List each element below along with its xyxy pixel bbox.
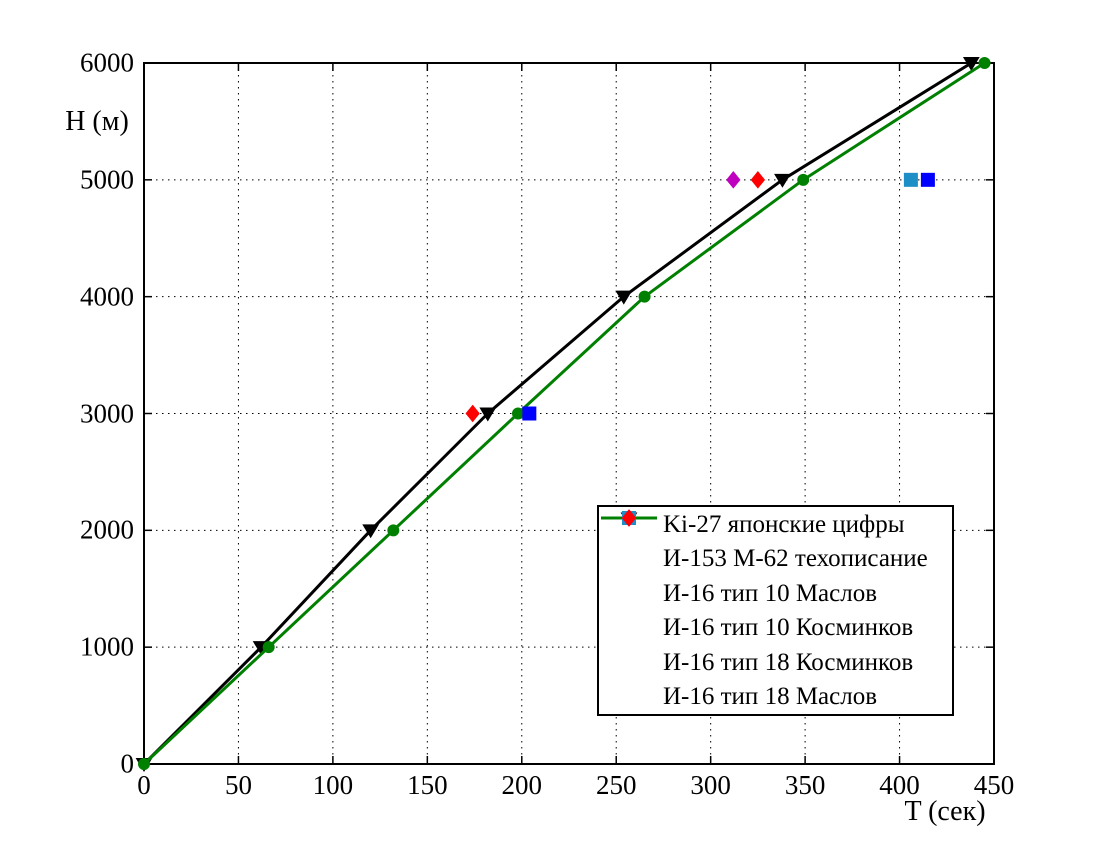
y-tick-label-2000: 2000 [80, 514, 134, 545]
series-1-marker-3 [512, 407, 524, 420]
series-2-marker-0 [522, 406, 537, 421]
y-tick-label-0: 0 [120, 748, 135, 779]
x-tick-label-400: 400 [879, 770, 920, 800]
legend-label-2: И-16 тип 10 Маслов [663, 579, 878, 607]
legend-circle-icon [599, 512, 663, 570]
legend-entry-3: И-16 тип 10 Косминков [599, 511, 952, 645]
series-3-marker-0 [903, 172, 918, 187]
x-tick-label-50: 50 [224, 770, 252, 800]
series-5-marker-0 [465, 404, 480, 423]
x-tick-label-350: 350 [784, 770, 826, 800]
legend-entry-2: И-16 тип 10 Маслов [599, 511, 952, 610]
legend-marker-5 [621, 509, 637, 527]
x-axis-label: T (сек) [904, 796, 986, 827]
series-1-marker-0 [138, 758, 150, 770]
series-1 [138, 57, 991, 770]
legend-square-icon [599, 511, 663, 604]
series-0-marker-3 [479, 407, 497, 422]
series-3 [903, 172, 918, 187]
legend-label-3: И-16 тип 10 Косминков [663, 614, 914, 642]
x-tick-label-0: 0 [137, 770, 151, 800]
series-0-marker-4 [615, 290, 633, 305]
legend-diamond-icon [599, 509, 663, 708]
legend-entry-1: И-153 М-62 техописание [599, 512, 952, 576]
series-0-marker-5 [774, 173, 791, 188]
series-4-marker-0 [726, 171, 741, 189]
legend-box: Ki-27 японские цифры И-153 М-62 техописан… [597, 505, 954, 716]
series-1-marker-2 [387, 524, 400, 537]
legend-diamond-icon [599, 509, 663, 673]
y-tick-label-3000: 3000 [80, 398, 134, 428]
legend-label-4: И-16 тип 18 Косминков [663, 648, 914, 676]
series-1-marker-6 [978, 57, 991, 69]
series-1-marker-5 [797, 173, 810, 186]
y-tick-label-4000: 4000 [80, 281, 134, 312]
x-tick-label-450: 450 [973, 770, 1015, 800]
series-0-marker-2 [362, 524, 380, 539]
series-1-marker-1 [262, 641, 275, 654]
series-5 [465, 171, 766, 423]
y-tick-label-5000: 5000 [80, 164, 134, 195]
y-tick-label-1000: 1000 [80, 631, 134, 662]
legend-label-0: Ki-27 японские цифры [663, 510, 905, 538]
series-2-marker-1 [920, 172, 935, 187]
series-1-marker-4 [638, 290, 651, 303]
legend-square-icon [599, 511, 663, 639]
x-tick-label-150: 150 [407, 770, 448, 800]
y-axis-label: H (м) [65, 106, 129, 137]
legend-label-5: И-16 тип 18 Маслов [663, 683, 878, 711]
legend-entry-4: И-16 тип 18 Косминков [599, 509, 952, 679]
x-tick-label-250: 250 [595, 770, 637, 800]
series-2 [522, 172, 935, 421]
series-4 [726, 171, 741, 189]
legend-label-1: И-153 М-62 техописание [663, 545, 928, 573]
x-tick-label-200: 200 [501, 770, 543, 800]
series-5-marker-1 [750, 171, 766, 189]
y-tick-label-6000: 6000 [80, 47, 134, 78]
legend-entry-5: И-16 тип 18 Маслов [599, 509, 952, 714]
series-0-marker-6 [962, 57, 980, 71]
x-tick-label-300: 300 [690, 770, 731, 800]
x-tick-label-100: 100 [312, 770, 354, 800]
